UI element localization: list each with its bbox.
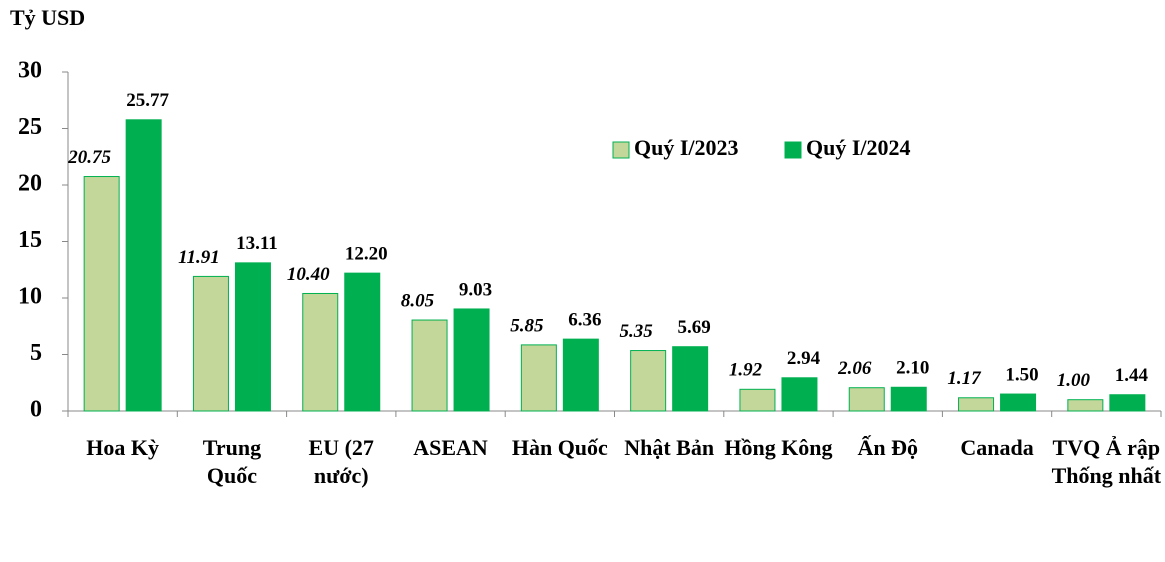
legend-swatch: [612, 141, 630, 159]
bar: [344, 272, 381, 412]
bar: [781, 377, 818, 412]
value-label: 8.05: [401, 290, 435, 311]
bar: [630, 350, 667, 412]
x-tick-label: ASEAN: [413, 435, 488, 460]
x-tick-label: Canada: [960, 435, 1034, 460]
value-label: 1.44: [1115, 365, 1149, 386]
bar: [672, 346, 709, 412]
bar: [234, 262, 271, 412]
value-label: 1.17: [947, 368, 982, 389]
y-tick-label: 5: [30, 340, 42, 366]
value-label: 1.92: [729, 360, 763, 381]
y-tick-label: 10: [18, 284, 42, 310]
y-tick-label: 30: [18, 58, 42, 84]
value-label: 5.85: [510, 315, 544, 336]
value-label: 9.03: [459, 279, 492, 300]
value-label: 11.91: [178, 247, 220, 268]
bar: [1000, 393, 1037, 412]
value-label: 20.75: [67, 147, 111, 168]
value-label: 1.00: [1057, 370, 1091, 391]
value-label: 13.11: [236, 233, 278, 254]
bar: [411, 319, 448, 412]
bar: [739, 388, 776, 412]
y-tick-label: 15: [18, 227, 42, 253]
x-tick-label: Ấn Độ: [857, 435, 918, 460]
bar: [302, 292, 339, 412]
value-label: 5.35: [620, 321, 654, 342]
legend-label: Quý I/2024: [806, 135, 911, 160]
y-tick-label: 0: [30, 397, 42, 423]
x-tick-label: Hồng Kông: [724, 435, 833, 460]
bar: [958, 397, 995, 412]
bar: [125, 119, 162, 412]
x-tick-label: Nhật Bản: [624, 435, 715, 460]
x-tick-label: Hoa Kỳ: [86, 435, 160, 460]
value-label: 10.40: [287, 264, 330, 285]
x-tick-label: EU (27 nước): [308, 435, 374, 488]
bar: [562, 338, 599, 412]
x-tick-label: Trung Quốc: [202, 435, 262, 488]
bar: [890, 386, 927, 412]
value-label: 1.50: [1005, 364, 1038, 385]
bar: [520, 344, 557, 412]
value-label: 2.94: [787, 348, 821, 369]
bar: [1067, 399, 1104, 412]
legend-label: Quý I/2023: [634, 135, 739, 160]
value-label: 25.77: [126, 90, 169, 111]
legend-swatch: [784, 141, 802, 159]
y-tick-label: 25: [18, 114, 42, 140]
bar: [848, 387, 885, 412]
bar: [1109, 394, 1146, 412]
value-label: 12.20: [345, 243, 388, 264]
value-label: 2.06: [837, 358, 872, 379]
y-axis-label: Tỷ USD: [10, 5, 85, 30]
x-tick-label: Hàn Quốc: [511, 435, 608, 460]
x-tick-label: TVQ Ả rập Thống nhất: [1051, 435, 1162, 488]
bar: [192, 275, 229, 412]
y-tick-label: 20: [18, 171, 42, 197]
bar: [83, 176, 120, 412]
value-label: 6.36: [568, 309, 601, 330]
bar: [453, 308, 490, 412]
value-label: 5.69: [678, 317, 711, 338]
value-label: 2.10: [896, 358, 929, 379]
